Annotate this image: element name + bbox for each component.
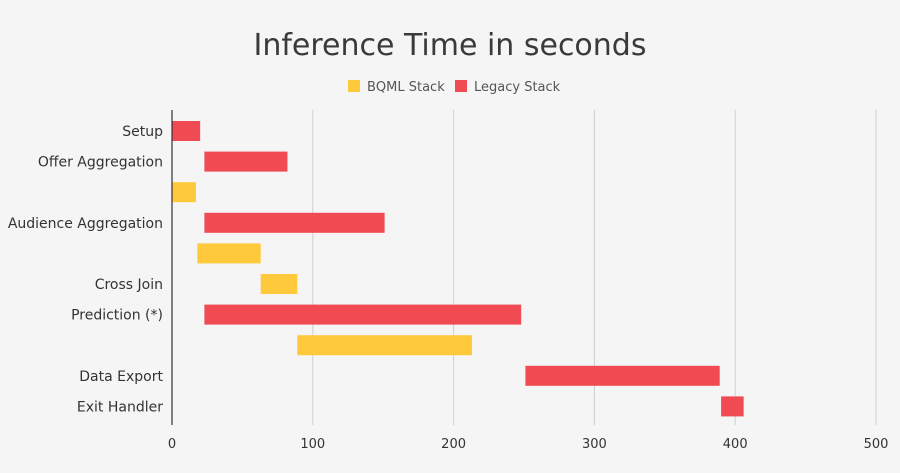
category-label: Data Export <box>79 369 163 385</box>
x-tick-label: 0 <box>168 437 176 452</box>
category-label: Offer Aggregation <box>38 155 163 171</box>
x-tick-label: 100 <box>300 437 325 452</box>
legend-label-bqml: BQML Stack <box>367 80 445 95</box>
category-label: Prediction (*) <box>71 308 163 324</box>
legend-label-legacy: Legacy Stack <box>474 80 561 95</box>
x-tick-labels: 0 100 200 300 400 500 <box>168 437 889 452</box>
bar-data-export-legacy <box>525 365 720 386</box>
legend-swatch-legacy <box>455 80 467 92</box>
gridlines <box>312 110 877 425</box>
bar-audience-aggregation-legacy <box>204 212 385 233</box>
x-tick-label: 400 <box>723 437 748 452</box>
bar-cross-join-bqml <box>260 274 298 294</box>
bar-prediction--legacy <box>204 304 522 325</box>
x-tick-label: 200 <box>441 437 466 452</box>
bars <box>172 121 744 417</box>
x-tick-label: 500 <box>864 437 889 452</box>
bar-unlabeled-bqml <box>297 335 472 356</box>
bar-exit-handler-legacy <box>721 396 744 417</box>
bar-unlabeled-bqml <box>172 182 196 203</box>
bar-setup-legacy <box>172 121 201 141</box>
category-label: Exit Handler <box>77 399 163 415</box>
x-tick-label: 300 <box>582 437 607 452</box>
legend-swatch-bqml <box>348 80 360 92</box>
chart-title: Inference Time in seconds <box>254 28 647 63</box>
bar-unlabeled-bqml <box>197 243 261 264</box>
category-label: Setup <box>122 124 163 140</box>
category-label: Audience Aggregation <box>8 216 163 232</box>
category-label: Cross Join <box>95 277 163 293</box>
legend: BQML Stack Legacy Stack <box>348 80 561 95</box>
bar-offer-aggregation-legacy <box>204 151 288 172</box>
category-labels: Setup Offer Aggregation Audience Aggregati… <box>8 124 164 415</box>
